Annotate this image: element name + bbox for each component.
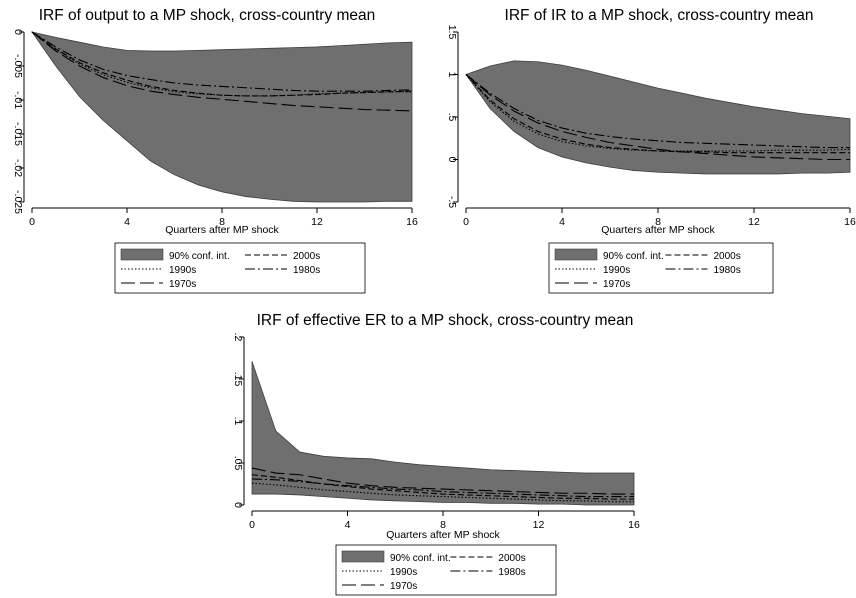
series-line-1990s	[251, 482, 634, 503]
legend-label: 1980s	[498, 567, 525, 578]
y-tick-label: 0	[446, 157, 458, 163]
y-tick-label: 0	[12, 29, 24, 35]
x-tick-label: 8	[655, 216, 661, 228]
legend-label: 2000s	[293, 251, 320, 262]
legend-label: 90% conf. int.	[169, 251, 230, 262]
x-tick-label: 16	[844, 216, 856, 228]
ir-irf-chart: IRF of IR to a MP shock, cross-country m…	[446, 7, 856, 294]
x-axis-label: Quarters after MP shock	[165, 224, 279, 236]
legend-label: 1990s	[603, 265, 630, 276]
legend-label: 1970s	[169, 279, 196, 290]
legend-label: 2000s	[498, 553, 525, 564]
series-line-1980s	[465, 74, 850, 149]
y-tick-label: .05	[232, 456, 244, 471]
legend-swatch-band	[120, 248, 164, 261]
x-tick-label: 4	[124, 216, 130, 228]
y-tick-label: 0	[232, 502, 244, 508]
confidence-band	[251, 361, 635, 506]
series-line-1980s	[31, 31, 413, 92]
series-line-1990s	[465, 74, 851, 152]
series-line-1970s	[251, 467, 634, 495]
series-line-1970s	[31, 31, 413, 112]
series-line-1980s	[251, 478, 634, 498]
y-tick-label: -.015	[12, 122, 24, 146]
y-tick-label: 1.5	[446, 25, 458, 40]
legend-label: 1990s	[390, 567, 417, 578]
y-tick-label: -.005	[12, 54, 24, 78]
series-line-1970s	[465, 74, 850, 161]
legend-swatch-band	[554, 248, 598, 261]
y-tick-label: -.025	[12, 190, 24, 214]
x-tick-label: 12	[311, 216, 323, 228]
x-tick-label: 4	[559, 216, 565, 228]
x-tick-label: 12	[748, 216, 760, 228]
legend-label: 90% conf. int.	[603, 251, 664, 262]
x-tick-label: 8	[219, 216, 225, 228]
chart-title: IRF of effective ER to a MP shock, cross…	[257, 312, 634, 329]
legend: 90% conf. int. 2000s 1990s 1980s 1970s	[114, 242, 366, 294]
chart-title: IRF of IR to a MP shock, cross-country m…	[505, 7, 814, 24]
y-tick-label: .2	[232, 333, 244, 342]
y-tick-label: .5	[446, 113, 458, 122]
x-tick-label: 12	[533, 519, 545, 531]
legend-label: 1970s	[603, 279, 630, 290]
output-irf-chart: IRF of output to a MP shock, cross-count…	[12, 7, 418, 294]
y-tick-label: -.01	[12, 91, 24, 109]
confidence-band	[31, 31, 413, 203]
y-tick-label: .15	[232, 372, 244, 387]
y-tick-label: .1	[232, 417, 244, 426]
x-tick-label: 16	[406, 216, 418, 228]
x-tick-label: 16	[628, 519, 640, 531]
series-line-1990s	[31, 31, 412, 97]
y-tick-label: 1	[446, 72, 458, 78]
legend: 90% conf. int. 2000s 1990s 1980s 1970s	[548, 242, 774, 294]
x-axis-label: Quarters after MP shock	[601, 224, 715, 236]
chart-title: IRF of output to a MP shock, cross-count…	[39, 7, 376, 24]
y-tick-label: -.02	[12, 159, 24, 177]
series-line-2000s	[465, 74, 850, 154]
x-tick-label: 0	[29, 216, 35, 228]
legend-swatch-band	[341, 550, 385, 563]
legend-label: 1970s	[390, 581, 417, 592]
x-tick-label: 0	[249, 519, 255, 531]
y-tick-label: -.5	[446, 196, 458, 208]
legend-label: 1980s	[293, 265, 320, 276]
legend-label: 1990s	[169, 265, 196, 276]
x-tick-label: 0	[463, 216, 469, 228]
legend-label: 90% conf. int.	[390, 553, 451, 564]
legend-label: 1980s	[713, 265, 740, 276]
er-irf-chart: IRF of effective ER to a MP shock, cross…	[232, 312, 640, 596]
x-axis-label: Quarters after MP shock	[386, 529, 500, 541]
legend-label: 2000s	[713, 251, 740, 262]
x-tick-label: 4	[345, 519, 351, 531]
legend: 90% conf. int. 2000s 1990s 1980s 1970s	[335, 544, 557, 596]
x-tick-label: 8	[440, 519, 446, 531]
confidence-band	[465, 60, 851, 175]
